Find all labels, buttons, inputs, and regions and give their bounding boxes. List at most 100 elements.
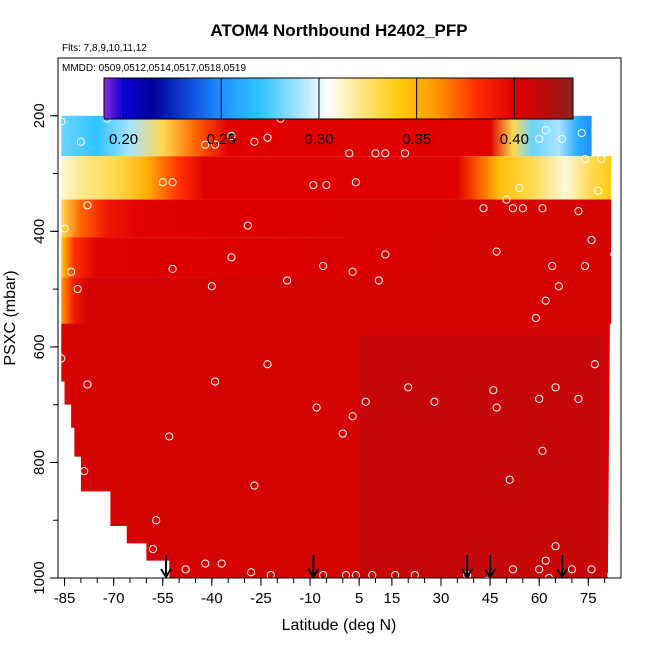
- observation-point: [227, 253, 236, 262]
- observation-point: [217, 559, 226, 568]
- observation-point: [610, 250, 619, 259]
- observation-point: [593, 186, 603, 195]
- observation-point: [83, 380, 92, 389]
- observation-points: [58, 111, 619, 578]
- colorbar-tick-label: 0.35: [402, 131, 431, 148]
- colorbar-ticks: 0.20 0.25 0.30 0.35 0.40: [109, 78, 529, 148]
- observation-point: [381, 250, 390, 259]
- x-axis: -85 -70 -55 -40 -25 -10 5 15 30 45 60 75: [54, 578, 606, 607]
- x-tick-label: 5: [355, 590, 363, 607]
- observation-point: [348, 412, 357, 421]
- observation-point: [502, 195, 511, 204]
- profile-arrow-head: [461, 568, 474, 579]
- colorbar-tick-label: 0.40: [500, 131, 529, 148]
- observation-point: [483, 576, 490, 578]
- dates-label: MMDD: 0509,0512,0514,0517,0518,0519: [62, 63, 246, 74]
- observation-point: [168, 178, 177, 187]
- observation-point: [83, 201, 92, 210]
- y-axis-label: PSXC (mbar): [2, 270, 19, 365]
- observation-point: [201, 140, 210, 149]
- observation-point: [567, 565, 577, 574]
- observation-point: [410, 571, 419, 578]
- observation-point: [538, 204, 547, 213]
- x-tick-label: 15: [384, 590, 401, 607]
- observation-point: [263, 360, 272, 369]
- observation-point: [263, 133, 272, 142]
- observation-point: [597, 155, 606, 164]
- observation-point: [309, 181, 318, 190]
- plot-frame: [57, 57, 622, 579]
- observation-point: [535, 565, 544, 574]
- observation-point: [76, 137, 86, 146]
- colorbar-tick-label: 0.30: [304, 131, 333, 148]
- observation-point: [351, 571, 360, 578]
- observation-point: [551, 383, 560, 392]
- observation-point: [489, 386, 498, 395]
- chart-title: ATOM4 Northbound H2402_PFP: [210, 21, 467, 40]
- observation-point: [515, 183, 524, 193]
- observation-point: [345, 149, 354, 158]
- observation-point: [541, 126, 550, 135]
- y-axis: 200 400 600 800 1000: [31, 103, 58, 595]
- observation-point: [60, 224, 69, 233]
- x-tick-label: 45: [482, 590, 499, 607]
- observation-point: [538, 446, 547, 455]
- observation-point: [587, 235, 596, 245]
- colorbar-tick-label: 0.25: [207, 131, 236, 148]
- x-tick-label: -55: [152, 590, 174, 607]
- profile-arrow-head: [484, 568, 496, 579]
- observation-point: [374, 276, 383, 285]
- observation-point: [577, 129, 586, 138]
- observation-point: [518, 204, 527, 213]
- observation-point: [351, 178, 360, 187]
- field-band: [61, 277, 612, 324]
- observation-point: [250, 481, 259, 490]
- observation-point: [58, 354, 66, 363]
- observation-point: [165, 432, 174, 441]
- x-tick-label: 30: [433, 590, 450, 607]
- observation-point: [590, 360, 599, 369]
- x-tick-label: 75: [580, 590, 597, 607]
- colorbar: 0.20 0.25 0.30 0.35 0.40: [103, 77, 574, 148]
- observation-point: [541, 556, 550, 565]
- concentration-field: [61, 92, 612, 578]
- observation-point: [211, 140, 220, 149]
- observation-point: [319, 571, 328, 578]
- field-band: [61, 199, 612, 238]
- observation-point: [201, 559, 210, 568]
- observation-point: [607, 571, 616, 578]
- y-tick-label: 200: [31, 103, 48, 128]
- observation-point: [207, 282, 216, 291]
- observation-point: [479, 204, 488, 213]
- observation-point: [368, 571, 377, 578]
- field-darker-patch: [359, 335, 605, 578]
- profile-arrow-head: [556, 568, 568, 579]
- observation-point: [544, 573, 554, 578]
- observation-point: [557, 134, 567, 143]
- colorbar-bar: [103, 77, 574, 120]
- observation-point: [492, 403, 501, 412]
- observation-point: [58, 117, 66, 126]
- x-tick-label: -40: [201, 590, 223, 607]
- observation-point: [266, 571, 275, 578]
- observation-point: [371, 149, 380, 158]
- observation-point: [211, 377, 220, 386]
- observation-point: [148, 545, 158, 554]
- x-tick-label: -25: [250, 590, 272, 607]
- observation-point: [508, 565, 518, 574]
- y-tick-label: 400: [31, 219, 48, 244]
- y-tick-label: 1000: [31, 561, 48, 594]
- observation-point: [404, 383, 413, 392]
- flights-label: Flts: 7,8,9,10,11,12: [62, 43, 147, 54]
- observation-point: [158, 178, 167, 187]
- x-tick-label: 60: [531, 590, 548, 607]
- observation-point: [580, 155, 590, 164]
- observation-point: [391, 571, 400, 578]
- profile-arrow-head: [160, 568, 172, 579]
- observation-point: [152, 516, 161, 525]
- observation-point: [531, 313, 540, 323]
- observation-point: [400, 149, 410, 158]
- observation-point: [580, 261, 590, 271]
- observation-point: [322, 181, 331, 190]
- observation-point: [66, 267, 76, 276]
